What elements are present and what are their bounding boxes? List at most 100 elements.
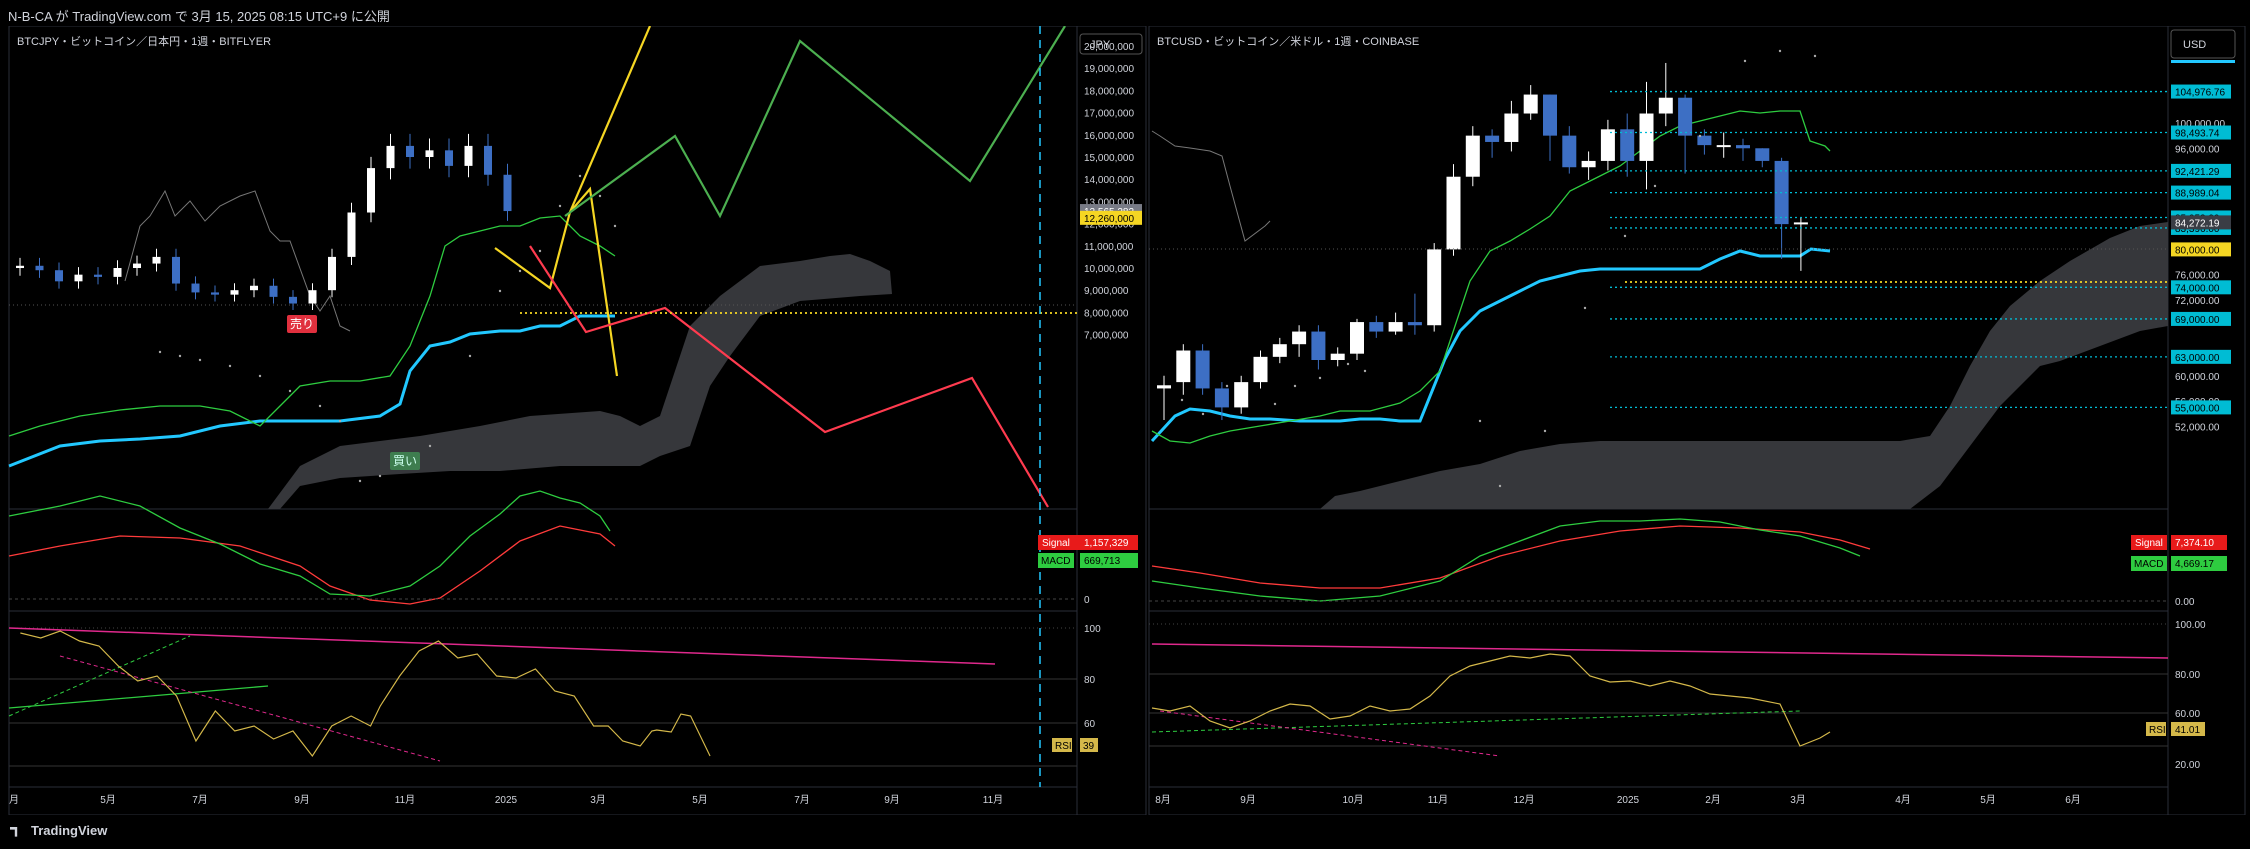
left-price-tick: 12,000,000 [1084,220,1134,231]
publish-header: N-B-CA が TradingView.com で 3月 15, 2025 0… [0,0,2250,26]
left-candle [172,256,180,284]
left-price-tick: 15,000,000 [1084,153,1134,164]
left-price-tick: 10,000,000 [1084,264,1134,275]
left-chart-frame [8,26,1147,815]
left-price-tick: 17,000,000 [1084,109,1134,120]
left-rsi-tick-60: 60 [1084,719,1096,730]
right-candle [1330,353,1345,360]
left-time-tick: 月 [9,794,19,806]
left-candle [250,285,258,291]
right-chart-frame [1148,26,2246,815]
right-time-tick: 2月 [1705,794,1721,806]
right-candle [1176,350,1191,383]
right-candle [1446,176,1461,250]
left-currency-button[interactable] [1079,33,1143,55]
right-time-tick: 9月 [1240,794,1256,806]
left-rsi-trend-pink [8,627,996,665]
right-signal-tag [2131,535,2167,550]
right-level-tag [2171,84,2231,99]
left-rsi-tick-80: 80 [1084,675,1096,686]
right-candle [1793,222,1808,225]
right-kijun-line [1150,247,1831,443]
right-level-tag [2171,185,2231,200]
left-price-tick: 16,000,000 [1084,131,1134,142]
right-currency-underline [2171,60,2235,63]
right-level-tag [2171,125,2231,140]
left-candle [133,263,141,268]
left-price-tick: 19,000,000 [1084,64,1134,75]
left-rsi-tick-100: 100 [1084,624,1101,635]
right-level-tag-text: 92,421.29 [2175,167,2220,178]
right-time-tick: 10月 [1342,794,1363,806]
left-candle [386,145,395,169]
right-time-scale[interactable]: 8月 9月 10月 11月 12月 2025 2月 3月 4月 5月 6月 [1155,794,2081,806]
left-currency-label: JPY [1090,39,1111,51]
right-currency-button[interactable] [2170,29,2236,59]
right-rsi-tick-80: 80.00 [2175,670,2200,681]
buy-signal-text: 買い [393,454,417,468]
right-candle [1716,145,1731,148]
left-rsi-trend-pink-dashed [59,655,441,762]
right-tenkan-line [1151,110,1831,444]
right-signal-label: Signal [2135,538,2163,549]
right-level-tag [2171,349,2231,364]
right-signal-value-tag [2171,535,2227,550]
right-candle [1736,145,1750,149]
left-price-scale[interactable]: 20,000,000 19,000,000 18,000,000 17,000,000… [1084,42,1134,342]
left-candle [347,212,356,257]
tradingview-logo[interactable]: TradingView [10,823,107,838]
right-candle [1755,148,1770,161]
right-level-tag-text: 63,000.00 [2175,353,2220,364]
right-candle [1369,322,1384,332]
right-level-tag [2171,311,2231,326]
left-candles [16,133,512,311]
right-level-tag-text: 98,493.74 [2175,129,2220,140]
right-candle [1214,388,1229,408]
left-time-tick: 5月 [692,794,708,806]
right-macd-value-tag [2171,556,2227,571]
right-candle [1350,322,1364,354]
left-candle [74,274,83,282]
buy-signal-tag [390,452,420,470]
left-time-tick: 7月 [794,794,810,806]
left-forecast-yellow-2 [568,26,652,213]
left-lagging-span [124,189,351,332]
left-candle [16,265,24,269]
left-time-tick: 5月 [100,794,116,806]
left-rsi-value: 39 [1083,741,1095,752]
right-candles [1157,62,1808,421]
right-candle [1388,322,1403,332]
left-macd-value-tag [1080,553,1138,568]
left-price-tick: 14,000,000 [1084,175,1134,186]
left-candle [503,174,512,212]
tradingview-logo-text: TradingView [31,823,108,838]
left-price-tick: 18,000,000 [1084,86,1134,97]
right-macd-tag [2131,556,2167,571]
right-time-tick: 6月 [2065,794,2081,806]
left-time-scale[interactable]: 月 5月 7月 9月 11月 2025 3月 5月 7月 9月 11月 [9,794,1003,806]
right-rsi-trend-pink-dashed [1159,710,1501,757]
left-candle [211,292,219,295]
left-candle [308,290,317,304]
left-signal-label: Signal [1042,538,1070,549]
left-rsi-tag [1052,738,1072,752]
left-ichimoku-cloud [268,254,892,509]
charts-area[interactable]: 売り 買い BTCJPY・ビットコイン／日本円・1週・BITFLYER JPY … [0,26,2250,815]
right-candle [1407,322,1422,326]
right-chart-title: BTCUSD・ビットコイン／米ドル・1週・COINBASE [1157,35,1419,48]
left-candle [191,283,200,293]
left-macd-label: MACD [1041,556,1070,567]
right-rsi-line [1151,653,1831,747]
right-rsi-tick-60: 60.00 [2175,709,2200,720]
left-tenkan-line [8,215,616,437]
right-candle [1523,94,1538,114]
left-forecast-red [529,245,1049,508]
right-rsi-tag [2146,722,2166,736]
left-candle [35,265,44,271]
right-price-tag-text: 84,272.19 [2175,218,2220,229]
left-macd-signal-line [8,525,616,605]
tradingview-logo-icon [10,826,18,837]
left-price-tick: 7,000,000 [1084,331,1129,342]
right-candle [1311,331,1326,360]
left-candle [464,145,473,166]
